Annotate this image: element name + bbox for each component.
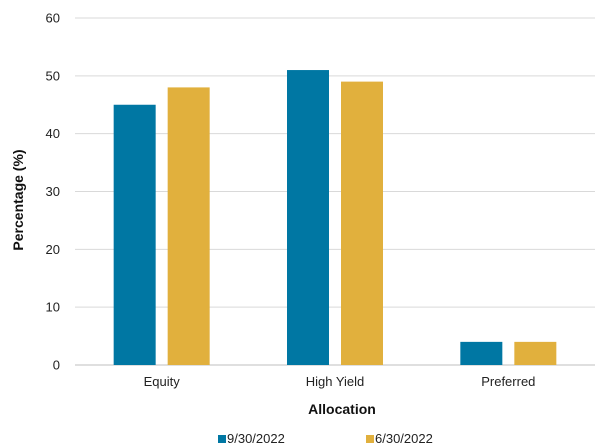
y-axis-title: Percentage (%) — [10, 149, 26, 250]
gridlines — [75, 17, 595, 366]
y-tick-label: 30 — [46, 184, 60, 199]
legend-swatch — [366, 435, 374, 443]
y-tick-label: 10 — [46, 300, 60, 315]
bar-equity-series-1 — [113, 104, 156, 365]
bar-high-yield-series-1 — [287, 70, 329, 366]
x-axis-title: Allocation — [308, 401, 376, 417]
legend-label: 9/30/2022 — [227, 431, 285, 445]
bar-preferred-series-2 — [514, 341, 557, 365]
legend: 9/30/2022 6/30/2022 — [218, 431, 433, 445]
bar-preferred-series-1 — [460, 341, 503, 365]
bars — [113, 70, 557, 366]
legend-swatch — [218, 435, 226, 443]
y-tick-label: 40 — [46, 126, 60, 141]
legend-label: 6/30/2022 — [375, 431, 433, 445]
bar-high-yield-series-2 — [341, 81, 383, 365]
y-axis-tick-labels: 0 10 20 30 40 50 60 — [46, 11, 60, 373]
x-tick-label: Preferred — [481, 374, 535, 389]
y-tick-label: 50 — [46, 68, 60, 83]
bar-equity-series-2 — [167, 87, 210, 366]
x-axis-tick-labels: Equity High Yield Preferred — [144, 374, 536, 389]
x-tick-label: Equity — [144, 374, 181, 389]
x-tick-label: High Yield — [306, 374, 365, 389]
y-tick-label: 20 — [46, 242, 60, 257]
y-tick-label: 0 — [53, 358, 60, 373]
y-tick-label: 60 — [46, 11, 60, 26]
